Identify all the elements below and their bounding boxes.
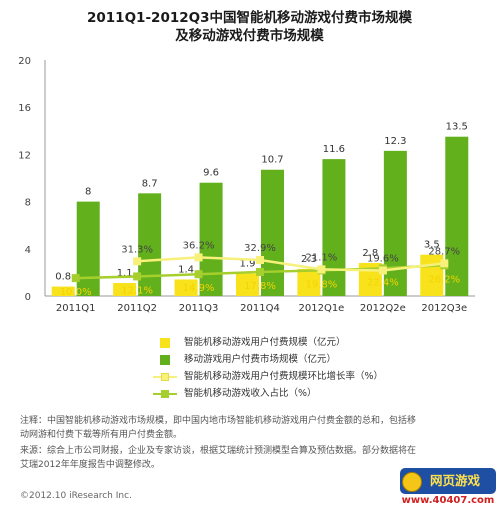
x-tick-label: 2012Q3e xyxy=(421,303,467,314)
share-label: 22.4% xyxy=(367,277,399,288)
share-marker xyxy=(133,272,142,281)
legend-swatch-yellow xyxy=(160,338,170,348)
y-tick-label: 0 xyxy=(25,292,31,303)
data-label-total: 13.5 xyxy=(446,122,468,133)
bar-total xyxy=(199,182,223,296)
bar-total xyxy=(383,150,407,296)
watermark-badge: 网页游戏 xyxy=(400,468,496,494)
share-marker xyxy=(256,267,264,276)
growth-label: 31.3% xyxy=(121,244,153,255)
y-tick-label: 12 xyxy=(18,150,31,161)
bar-total xyxy=(261,169,284,296)
data-label-smart: 1.4 xyxy=(178,264,194,275)
x-tick-label: 2011Q1 xyxy=(56,303,96,314)
bar-total xyxy=(445,136,469,296)
data-label-total: 12.3 xyxy=(384,136,406,147)
growth-label: 32.9% xyxy=(244,243,276,254)
legend-marker-square-icon xyxy=(161,390,169,398)
legend-label: 智能机移动游戏用户付费规模（亿元） xyxy=(184,337,346,348)
x-tick-label: 2012Q2e xyxy=(360,303,406,314)
growth-marker xyxy=(317,265,326,274)
y-tick-label: 20 xyxy=(18,56,31,67)
mascot-icon xyxy=(402,472,422,492)
growth-marker xyxy=(440,259,449,268)
data-label-total: 11.6 xyxy=(323,144,345,155)
bar-smart xyxy=(113,283,137,296)
data-label-total: 8 xyxy=(85,187,91,198)
note-line: 动网游和付费下载等所有用户付费金额。 xyxy=(20,430,183,440)
legend-swatch-green xyxy=(160,355,170,365)
share-label: 10.0% xyxy=(60,287,92,298)
watermark-badge-text: 网页游戏 xyxy=(429,473,480,488)
x-tick-label: 2011Q4 xyxy=(240,303,280,314)
bar-smart xyxy=(297,268,321,296)
data-label-smart: 2.3 xyxy=(301,254,317,265)
bar-total xyxy=(76,201,100,296)
watermark-url: www.40407.com xyxy=(401,495,495,506)
bar-smart xyxy=(236,273,259,296)
bar-total xyxy=(138,193,162,296)
growth-label: 36.2% xyxy=(183,240,215,251)
chart-title-line1: 2011Q1-2012Q3中国智能机移动游戏付费市场规模 xyxy=(87,10,412,26)
data-label-smart: 0.8 xyxy=(55,272,71,283)
share-label: 12.1% xyxy=(121,285,153,296)
x-tick-label: 2011Q3 xyxy=(179,303,219,314)
y-tick-label: 4 xyxy=(25,245,31,256)
watermark-logo: 网页游戏 www.40407.com xyxy=(400,468,496,510)
y-tick-label: 16 xyxy=(18,103,31,114)
growth-label: 28.7% xyxy=(428,246,460,257)
data-label-smart: 2.8 xyxy=(362,248,378,259)
share-label: 19.8% xyxy=(306,279,338,290)
growth-marker xyxy=(378,266,387,275)
x-tick-label: 2012Q1e xyxy=(299,303,345,314)
share-label: 26.2% xyxy=(428,274,460,285)
legend-label: 移动游戏用户付费市场规模（亿元） xyxy=(184,354,337,365)
y-tick-label: 8 xyxy=(25,198,31,209)
data-label-smart: 3.5 xyxy=(424,240,440,251)
legend-label: 智能机移动游戏收入占比（%） xyxy=(184,388,317,399)
growth-line xyxy=(137,256,445,272)
share-marker xyxy=(71,274,80,283)
data-label-smart: 1.9 xyxy=(240,259,256,270)
data-label-total: 10.7 xyxy=(261,155,283,166)
growth-marker xyxy=(133,257,142,266)
share-label: 14.9% xyxy=(183,283,215,294)
growth-marker xyxy=(194,253,203,262)
share-label: 17.8% xyxy=(244,281,276,292)
chart-canvas: 0 4 8 12 16 20 2011Q1 0.8 8 2011Q2 1.1 8.7 2011Q3 1.4… xyxy=(18,56,475,314)
growth-label: 19.6% xyxy=(367,254,399,265)
bar-smart xyxy=(51,286,75,296)
data-label-total: 9.6 xyxy=(203,168,219,179)
chart-title-line2: 及移动游戏付费市场规模 xyxy=(175,28,324,44)
growth-label: 21.1% xyxy=(306,252,338,263)
source-line: 艾瑞2012年年度报告中调整修改。 xyxy=(20,460,160,470)
copyright: ©2012.10 iResearch Inc. xyxy=(20,491,132,501)
share-marker xyxy=(194,270,203,279)
data-label-smart: 1.1 xyxy=(117,268,133,279)
data-label-total: 8.7 xyxy=(142,178,158,189)
bar-total xyxy=(322,159,346,296)
growth-marker xyxy=(256,256,264,265)
legend-marker-square-icon xyxy=(161,373,169,381)
source-line: 来源：综合上市公司财报，企业及专家访谈，根据艾瑞统计预测模型合算及预估数据。部分… xyxy=(20,446,417,456)
bar-smart xyxy=(174,279,198,296)
legend-label: 智能机移动游戏用户付费规模环比增长率（%） xyxy=(184,371,384,382)
note-line: 注释：中国智能机移动游戏市场规模，即中国内地市场智能机移动游戏用户付费金额的总和… xyxy=(20,416,417,426)
x-tick-label: 2011Q2 xyxy=(117,303,157,314)
